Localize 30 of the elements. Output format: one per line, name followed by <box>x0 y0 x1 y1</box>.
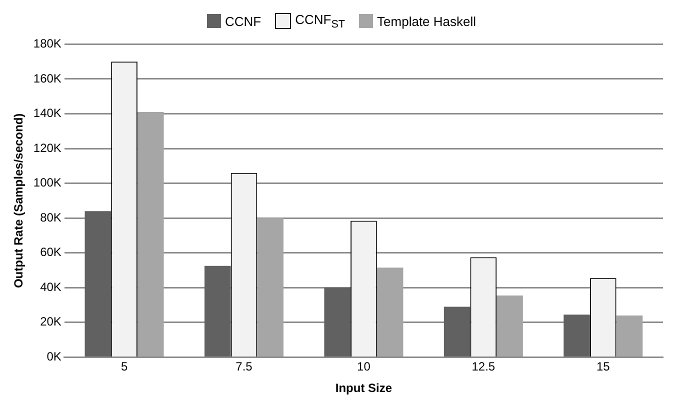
x-axis-title: Input Size <box>335 381 392 396</box>
y-tick-label: 180K <box>33 36 62 51</box>
bar <box>204 266 231 356</box>
bar <box>324 288 351 356</box>
bar <box>84 211 112 356</box>
bar <box>137 112 164 356</box>
bar <box>616 315 643 356</box>
y-tick-label: 140K <box>33 106 62 120</box>
x-tick-label: 5 <box>120 360 128 374</box>
x-tick-label: 15 <box>596 360 610 374</box>
bar <box>444 306 470 356</box>
y-tick-label: 120K <box>33 140 62 155</box>
x-tick-label: 10 <box>357 360 371 374</box>
bar <box>257 218 284 356</box>
bar <box>564 314 590 356</box>
legend-label: Template Haskell <box>377 14 476 28</box>
legend-label: CCNF <box>224 14 262 28</box>
y-axis-title: Output Rate (Samples/second) <box>12 113 26 288</box>
legend-label: CCNF$_{ST}$ <box>295 12 346 30</box>
y-tick-label: 20K <box>40 314 62 329</box>
y-tick-label: 0K <box>46 350 62 364</box>
y-tick-label: 160K <box>33 71 62 86</box>
x-tick-label: 7.5 <box>236 360 253 374</box>
bar <box>376 268 404 356</box>
y-tick-label: 40K <box>40 280 62 294</box>
y-tick-label: 100K <box>33 176 62 190</box>
x-tick-label: 12.5 <box>472 360 496 374</box>
y-tick-label: 60K <box>40 245 62 260</box>
bar <box>496 295 523 356</box>
y-tick-label: 80K <box>40 210 62 224</box>
